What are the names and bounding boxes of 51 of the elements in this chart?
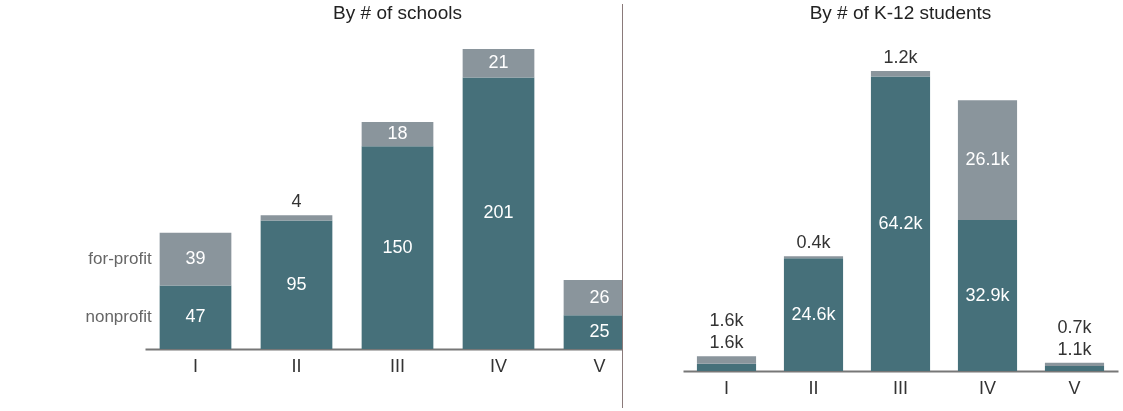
bar [696,356,757,364]
data-label: 1.1k [1057,338,1093,359]
data-label: 64.2k [878,212,924,233]
data-label: 39 [185,248,206,269]
data-label: 18 [387,123,408,144]
bar [260,215,333,221]
bar [1044,365,1105,371]
bar [870,76,931,371]
data-label: 32.9k [965,284,1011,305]
chart-title: By # of K-12 students [809,2,992,23]
bar [159,232,232,286]
bar [260,220,333,349]
data-label: 1.2k [883,47,919,67]
bar [696,363,757,371]
bar [361,121,434,147]
x-tick-label: III [389,355,406,376]
data-label: 4 [291,191,302,212]
x-tick-label: IV [978,377,997,398]
bar [361,146,434,349]
x-tick-label: IV [489,355,508,376]
data-label: 24.6k [791,303,837,324]
data-label: 0.4k [796,232,832,253]
bar [1044,362,1105,366]
data-label: 26.1k [965,149,1011,170]
data-label: 47 [185,306,206,327]
series-label: for-profit [88,249,152,269]
data-label: 0.7k [1057,316,1093,337]
chart-title: By # of schools [333,2,462,23]
data-label: 150 [382,236,413,257]
series-label: nonprofit [85,307,152,327]
x-tick-label: V [593,355,606,376]
bar [957,100,1018,221]
data-label: 1.6k [709,332,745,353]
data-label: 1.6k [709,310,745,331]
bar [870,71,931,77]
bar [783,258,844,371]
x-tick-label: V [1068,377,1081,398]
data-label: 25 [589,321,610,342]
data-label: 201 [483,202,514,223]
x-tick-label: I [192,355,199,376]
bar [957,220,1018,371]
x-tick-label: II [291,355,302,376]
bar [462,77,535,349]
data-label: 21 [488,52,509,73]
x-tick-label: III [892,377,909,398]
x-tick-label: II [808,377,819,398]
data-label: 26 [589,286,610,307]
bar [159,285,232,349]
bar [462,49,535,78]
data-label: 95 [286,273,307,294]
x-tick-label: I [723,377,730,398]
